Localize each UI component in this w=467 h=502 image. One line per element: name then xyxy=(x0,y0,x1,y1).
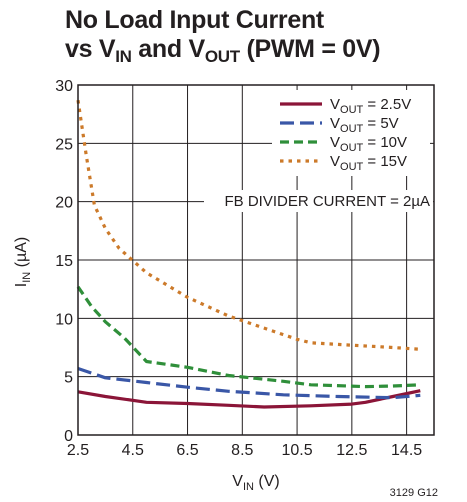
title-sub: IN xyxy=(115,47,132,66)
y-tick-label: 15 xyxy=(55,253,73,270)
series-line-4 xyxy=(76,99,421,351)
x-axis-label: VIN (V) xyxy=(232,473,279,493)
title-part: vs V xyxy=(65,35,116,63)
title-sub: OUT xyxy=(204,47,240,66)
plot-frame xyxy=(77,84,435,436)
series-line-2 xyxy=(77,366,421,400)
x-tick-label: 6.5 xyxy=(176,442,198,459)
y-tick-label: 10 xyxy=(55,311,73,328)
chart-title-line1: No Load Input Current xyxy=(65,6,324,34)
legend-label-1: VOUT = 2.5V xyxy=(330,96,411,116)
y-tick-label: 20 xyxy=(55,195,73,212)
y-axis-label: IIN (µA) xyxy=(13,237,33,287)
series-line-3 xyxy=(76,285,421,389)
y-tick-label: 30 xyxy=(55,78,73,95)
x-tick-label: 12.5 xyxy=(336,442,367,459)
figure-code: 3129 G12 xyxy=(390,487,438,499)
x-tick-label: 2.5 xyxy=(67,442,89,459)
annotation-background xyxy=(204,190,433,212)
series-group xyxy=(76,99,421,409)
x-tick-label: 14.5 xyxy=(391,442,422,459)
y-tick-label: 25 xyxy=(55,136,73,153)
legend-label-2: VOUT = 5V xyxy=(330,115,399,135)
y-tick-label: 0 xyxy=(64,428,73,445)
chart-title-line2: vs VIN and VOUT (PWM = 0V) xyxy=(65,35,381,66)
chart-title: No Load Input Current vs VIN and VOUT (P… xyxy=(65,6,381,66)
x-tick-label: 10.5 xyxy=(282,442,313,459)
y-tick-label: 5 xyxy=(64,370,73,387)
legend-label-3: VOUT = 10V xyxy=(330,134,407,154)
series-line-1 xyxy=(77,389,421,409)
title-part: (PWM = 0V) xyxy=(239,35,381,63)
x-tick-label: 8.5 xyxy=(231,442,253,459)
title-part: and V xyxy=(131,35,205,63)
tick-labels: 2.5 4.5 6.5 8.5 10.5 12.5 14.5 0 5 10 15 20 25 30 xyxy=(55,78,422,459)
annotation: FB DIVIDER CURRENT = 2µA xyxy=(225,193,431,210)
x-tick-label: 4.5 xyxy=(122,442,144,459)
legend-label-4: VOUT = 15V xyxy=(330,153,407,173)
